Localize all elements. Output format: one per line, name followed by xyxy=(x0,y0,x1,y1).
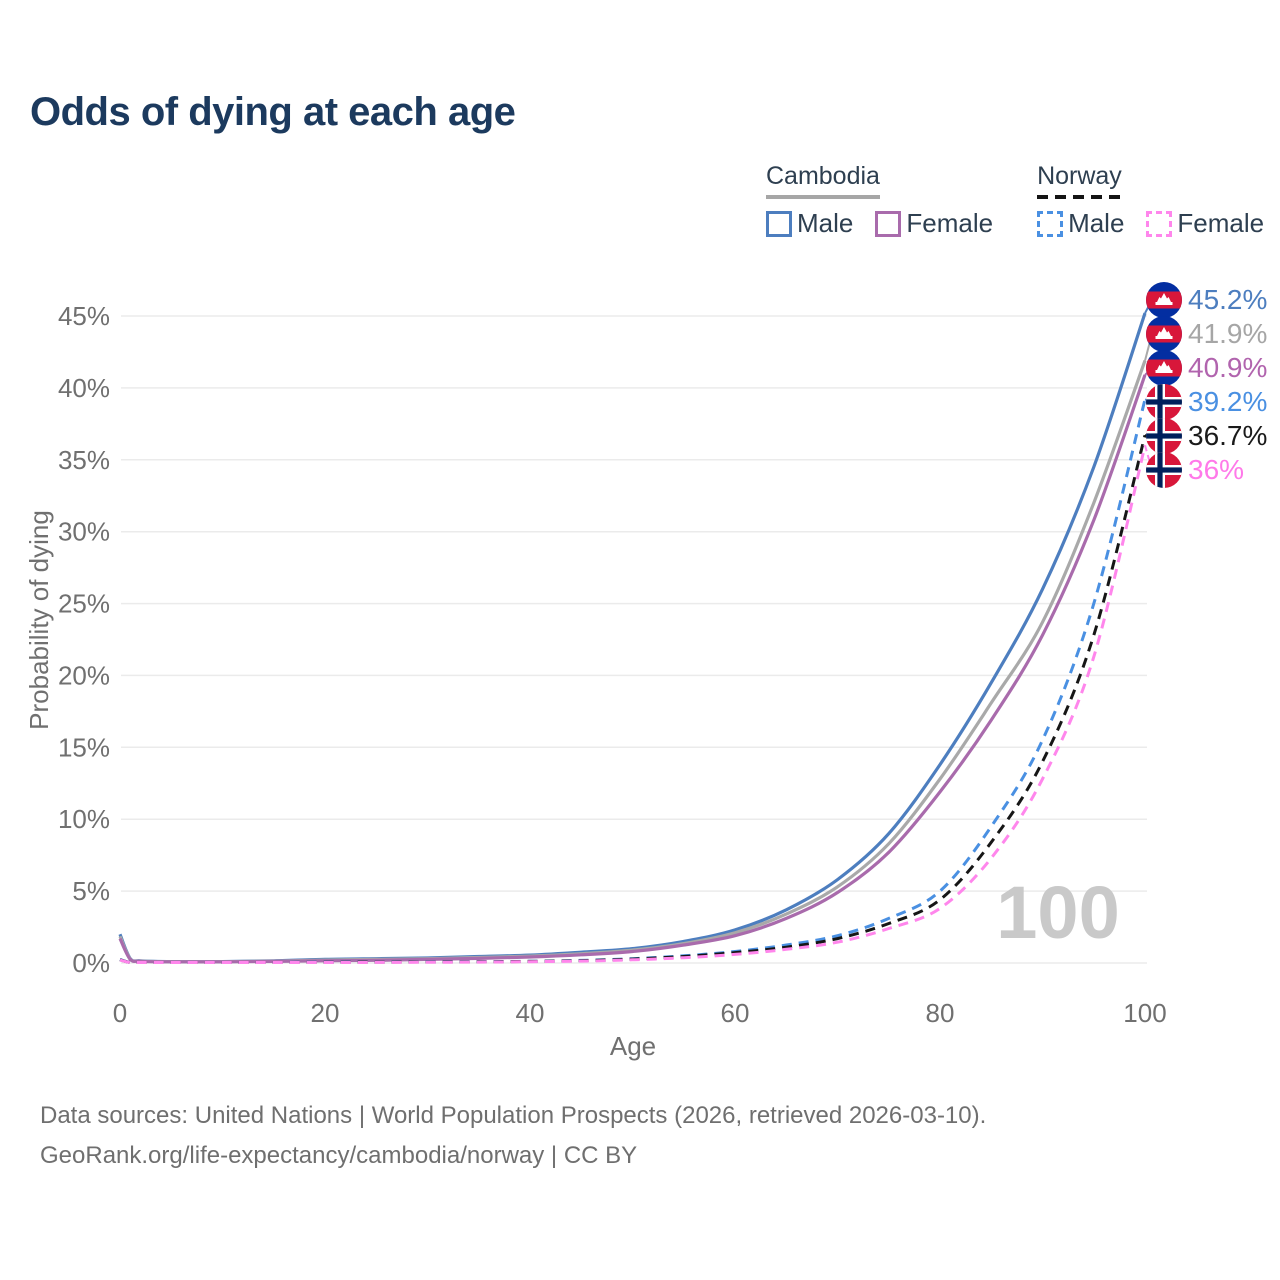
end-label-norway-male: 39.2% xyxy=(1146,384,1267,420)
legend-cambodia-title: Cambodia xyxy=(766,162,880,190)
legend-label-cambodia-male: Male xyxy=(797,208,854,238)
legend-norway-title: Norway xyxy=(1037,162,1122,190)
y-tick-label: 0% xyxy=(72,948,110,978)
x-tick-label: 60 xyxy=(721,998,750,1028)
legend-cambodia-head[interactable]: Cambodia xyxy=(766,162,880,199)
y-tick-label: 10% xyxy=(58,804,110,834)
end-value-label: 45.2% xyxy=(1188,284,1268,315)
page-title: Odds of dying at each age xyxy=(30,90,516,134)
norway-male-swatch-icon xyxy=(1037,210,1064,237)
cambodia-flag-icon xyxy=(1146,282,1182,318)
x-tick-label: 100 xyxy=(1123,998,1166,1028)
legend-label-norway-male: Male xyxy=(1068,208,1125,238)
norway-line-style-icon xyxy=(1037,195,1122,199)
end-value-label: 36% xyxy=(1188,454,1245,485)
end-value-label: 40.9% xyxy=(1188,352,1268,383)
legend-item-norway-male[interactable]: Male xyxy=(1037,208,1124,239)
end-label-norway-female: 36% xyxy=(1146,452,1244,488)
footer-attribution: GeoRank.org/life-expectancy/cambodia/nor… xyxy=(40,1142,638,1169)
y-tick-label: 15% xyxy=(58,732,110,762)
cambodia-male-swatch-icon xyxy=(766,210,792,237)
y-axis-title: Probability of dying xyxy=(24,510,54,730)
legend-cambodia-items: Male Female xyxy=(766,208,993,239)
line-cambodia-both-sexes[interactable] xyxy=(118,360,1147,964)
y-tick-label: 20% xyxy=(58,660,110,690)
cambodia-line-style-icon xyxy=(766,195,880,199)
y-tick-label: 25% xyxy=(58,589,110,619)
line-cambodia-male[interactable] xyxy=(118,312,1147,964)
footer-data-sources: Data sources: United Nations | World Pop… xyxy=(40,1102,987,1129)
y-tick-label: 30% xyxy=(58,517,110,547)
end-label-norway-both-sexes: 36.7% xyxy=(1146,418,1267,454)
norway-female-swatch-icon xyxy=(1146,210,1173,237)
age-watermark: 100 xyxy=(996,871,1119,954)
cambodia-flag-icon xyxy=(1146,316,1182,352)
line-norway-female[interactable] xyxy=(119,445,1147,964)
norway-flag-icon xyxy=(1146,384,1182,420)
x-tick-label: 80 xyxy=(926,998,955,1028)
y-tick-label: 40% xyxy=(58,373,110,403)
end-value-label: 41.9% xyxy=(1188,318,1268,349)
x-axis-title: Age xyxy=(610,1031,656,1061)
cambodia-flag-icon xyxy=(1146,350,1182,386)
x-tick-label: 40 xyxy=(516,998,545,1028)
legend-norway-head[interactable]: Norway xyxy=(1037,162,1122,199)
end-label-cambodia-both-sexes: 41.9% xyxy=(1146,316,1267,352)
end-label-cambodia-male: 45.2% xyxy=(1146,282,1267,318)
chart-legend: Cambodia Male Female Norway xyxy=(766,162,1264,239)
footer: Data sources: United Nations | World Pop… xyxy=(40,1096,986,1176)
end-value-label: 39.2% xyxy=(1188,386,1268,417)
y-tick-label: 35% xyxy=(58,445,110,475)
legend-item-norway-female[interactable]: Female xyxy=(1146,208,1264,239)
end-value-label: 36.7% xyxy=(1188,420,1268,451)
legend-norway-items: Male Female xyxy=(1037,208,1264,239)
norway-flag-icon xyxy=(1146,452,1182,488)
legend-item-cambodia-female[interactable]: Female xyxy=(875,208,993,239)
legend-item-cambodia-male[interactable]: Male xyxy=(766,208,853,239)
legend-group-cambodia: Cambodia Male Female xyxy=(766,162,993,239)
x-tick-label: 20 xyxy=(311,998,340,1028)
legend-group-norway: Norway Male Female xyxy=(1037,162,1264,239)
x-tick-label: 0 xyxy=(113,998,127,1028)
legend-label-norway-female: Female xyxy=(1177,208,1265,238)
legend-label-cambodia-female: Female xyxy=(906,208,994,238)
cambodia-female-swatch-icon xyxy=(875,210,902,237)
line-cambodia-female[interactable] xyxy=(118,374,1147,964)
y-tick-label: 5% xyxy=(72,876,110,906)
norway-flag-icon xyxy=(1146,418,1182,454)
line-norway-both-sexes[interactable] xyxy=(119,434,1147,964)
y-tick-label: 45% xyxy=(58,301,110,331)
end-label-cambodia-female: 40.9% xyxy=(1146,350,1267,386)
